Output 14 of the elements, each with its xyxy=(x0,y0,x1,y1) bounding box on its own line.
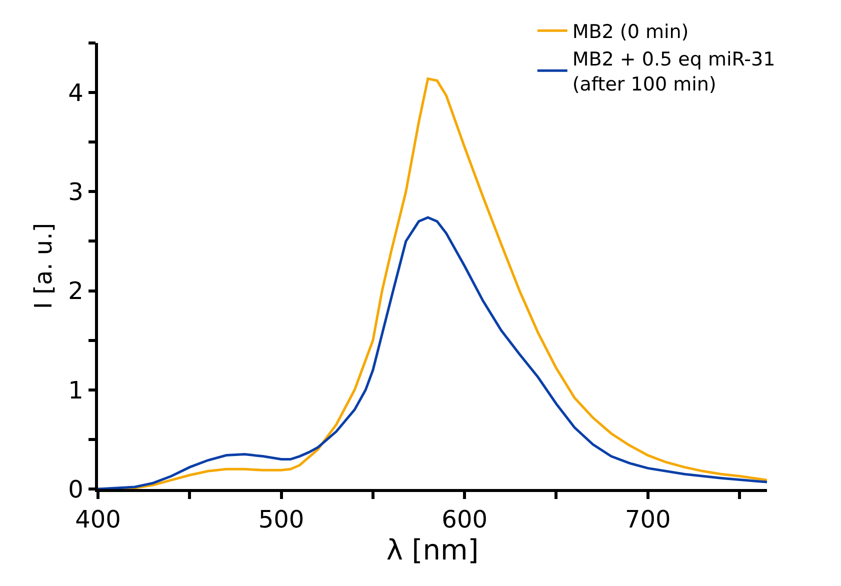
x-tick-label: 700 xyxy=(624,506,671,534)
y-tick-label: 4 xyxy=(68,78,84,107)
x-tick-label: 500 xyxy=(258,506,304,534)
x-axis-title: λ [nm] xyxy=(386,534,479,567)
y-tick-label: 2 xyxy=(68,277,84,306)
y-axis-title: I [a. u.] xyxy=(29,222,58,310)
y-tick-label: 1 xyxy=(68,376,84,404)
legend-label: MB2 + 0.5 eq miR-31 (after 100 min) xyxy=(572,48,776,96)
line-series xyxy=(98,216,767,489)
legend-label: MB2 (0 min) xyxy=(572,21,689,44)
y-tick-label: 0 xyxy=(68,475,84,504)
x-tick-label: 600 xyxy=(442,506,488,534)
y-tick-label: 3 xyxy=(68,178,84,206)
x-tick-label: 400 xyxy=(75,506,121,534)
